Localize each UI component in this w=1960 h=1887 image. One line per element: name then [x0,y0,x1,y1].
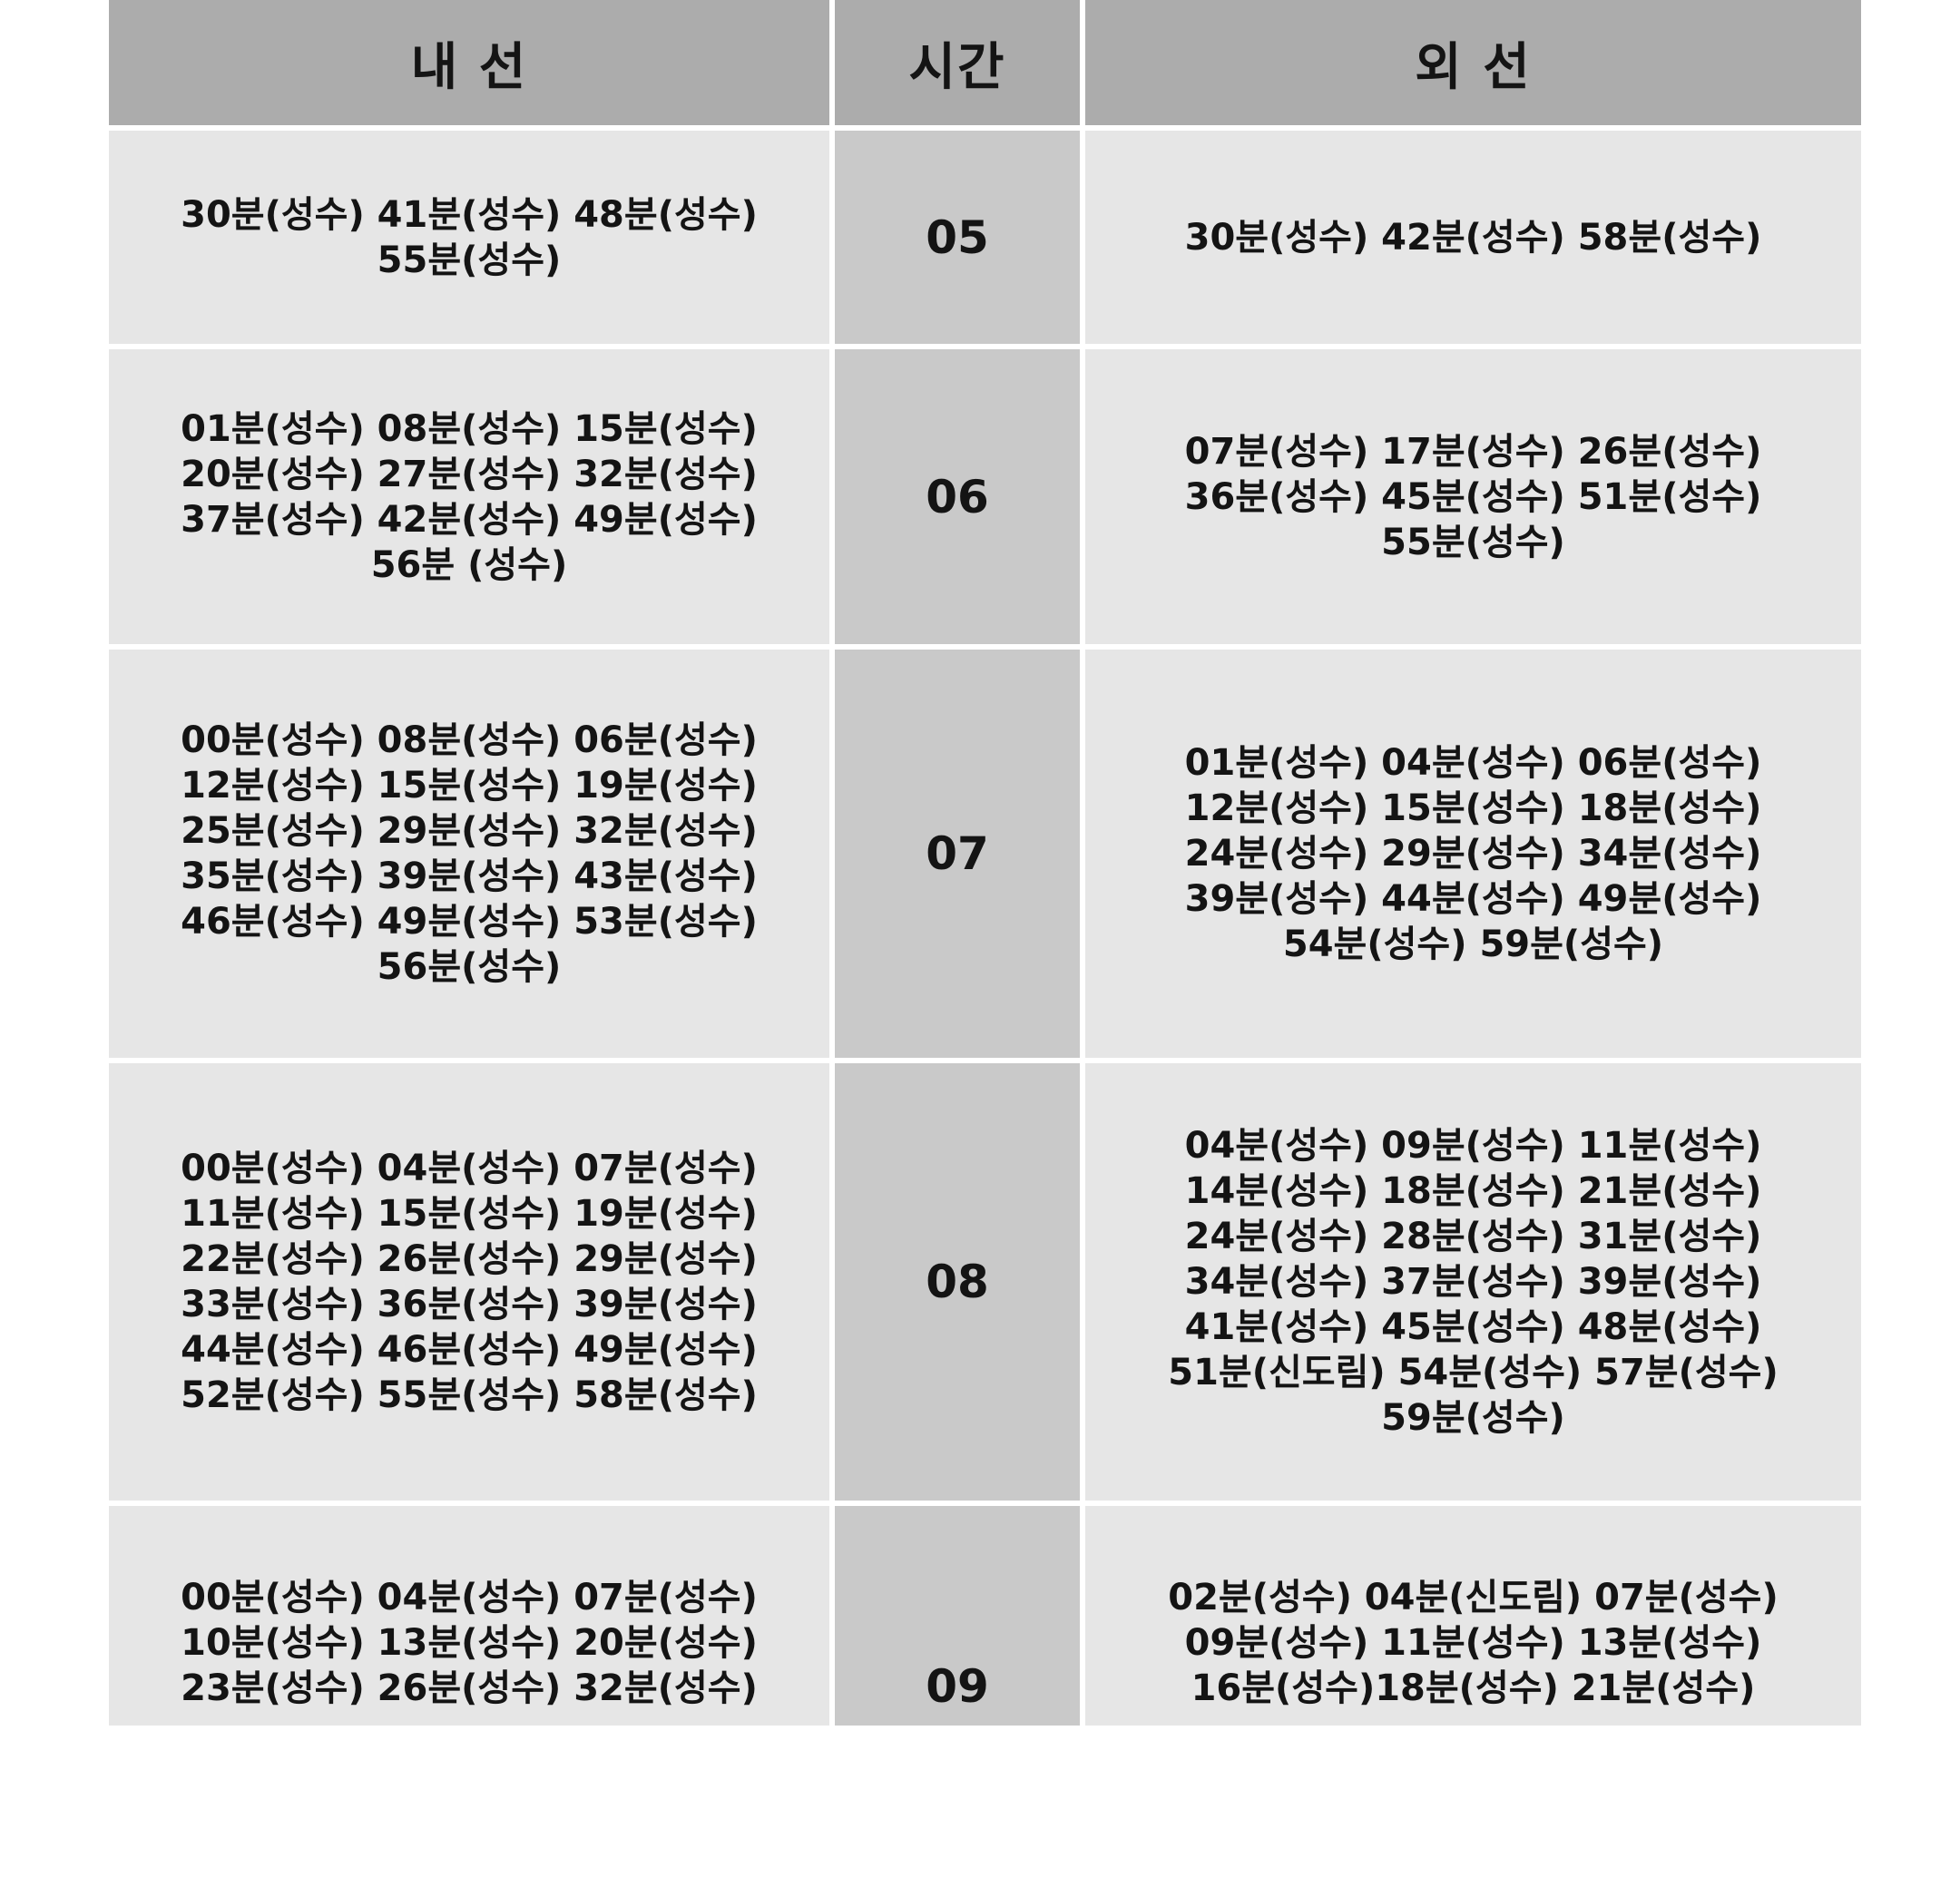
hour-08: 08 [835,1063,1080,1501]
inner-line-times-07: 00분(성수) 08분(성수) 06분(성수) 12분(성수) 15분(성수) … [109,650,829,1058]
subway-timetable: 내 선 시간 외 선 30분(성수) 41분(성수) 48분(성수) 55분(성… [109,0,1861,1726]
header-time: 시간 [835,0,1080,125]
inner-line-times-06: 01분(성수) 08분(성수) 15분(성수) 20분(성수) 27분(성수) … [109,349,829,644]
outer-line-times-06: 07분(성수) 17분(성수) 26분(성수) 36분(성수) 45분(성수) … [1085,349,1861,644]
hour-05: 05 [835,131,1080,344]
inner-line-times-05: 30분(성수) 41분(성수) 48분(성수) 55분(성수) [109,131,829,344]
outer-line-times-05: 30분(성수) 42분(성수) 58분(성수) [1085,131,1861,344]
hour-06: 06 [835,349,1080,644]
outer-line-times-07: 01분(성수) 04분(성수) 06분(성수) 12분(성수) 15분(성수) … [1085,650,1861,1058]
outer-line-times-09: 02분(성수) 04분(신도림) 07분(성수) 09분(성수) 11분(성수)… [1085,1506,1861,1726]
hour-09: 09 [835,1506,1080,1726]
inner-line-times-09: 00분(성수) 04분(성수) 07분(성수) 10분(성수) 13분(성수) … [109,1506,829,1726]
inner-line-times-08: 00분(성수) 04분(성수) 07분(성수) 11분(성수) 15분(성수) … [109,1063,829,1501]
hour-07: 07 [835,650,1080,1058]
header-inner-line: 내 선 [109,0,829,125]
header-outer-line: 외 선 [1085,0,1861,125]
outer-line-times-08: 04분(성수) 09분(성수) 11분(성수) 14분(성수) 18분(성수) … [1085,1063,1861,1501]
